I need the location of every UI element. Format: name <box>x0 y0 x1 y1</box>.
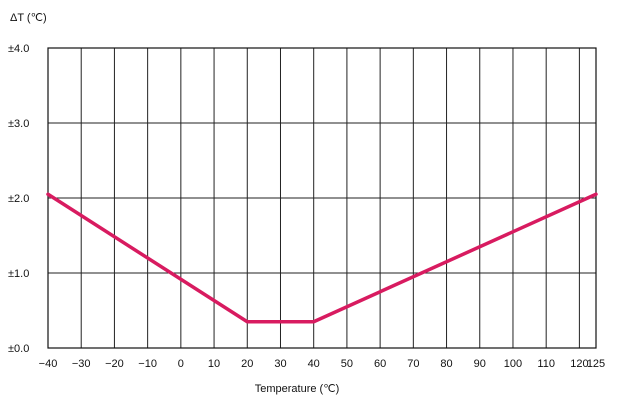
y-tick-labels: ±0.0 ±1.0 ±2.0 ±3.0 ±4.0 <box>8 43 29 355</box>
x-tick-label: 20 <box>241 358 253 370</box>
x-axis-label: Temperature (℃) <box>255 383 340 395</box>
x-tick-label: 90 <box>474 358 486 370</box>
x-tick-label: 60 <box>374 358 386 370</box>
y-tick-label: ±4.0 <box>8 43 29 55</box>
grid <box>47 47 597 349</box>
x-tick-label: 100 <box>504 358 522 370</box>
x-tick-label: 30 <box>274 358 286 370</box>
x-tick-label: 50 <box>341 358 353 370</box>
plot-frame <box>47 47 597 349</box>
y-tick-label: ±0.0 <box>8 343 29 355</box>
y-axis-label: ΔT (℃) <box>10 12 47 24</box>
x-tick-labels: −40 −30 −20 −10 0 10 20 30 40 50 60 70 80 90 100 110 120… <box>39 358 606 370</box>
x-tick-label: 40 <box>308 358 320 370</box>
x-tick-label: 10 <box>208 358 220 370</box>
x-tick-label: 80 <box>440 358 452 370</box>
x-tick-label: −20 <box>105 358 124 370</box>
series-line <box>46 192 598 324</box>
x-tick-label: 0 <box>178 358 184 370</box>
x-tick-label: 120 <box>570 358 588 370</box>
x-tick-label: −10 <box>138 358 157 370</box>
x-tick-label: 110 <box>537 358 555 370</box>
x-tick-label: 70 <box>407 358 419 370</box>
y-tick-label: ±1.0 <box>8 268 29 280</box>
y-tick-label: ±2.0 <box>8 193 29 205</box>
x-tick-label: −40 <box>39 358 58 370</box>
x-tick-label: 125 <box>587 358 605 370</box>
x-tick-label: −30 <box>72 358 91 370</box>
series <box>46 192 598 324</box>
y-tick-label: ±3.0 <box>8 118 29 130</box>
